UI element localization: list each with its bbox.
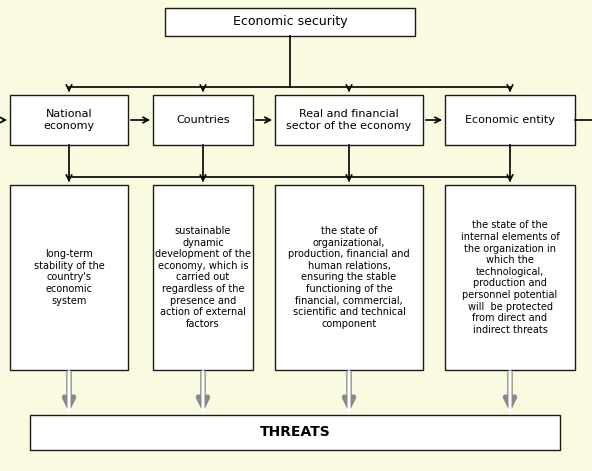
Bar — [153, 185, 253, 370]
Text: long-term
stability of the
country's
economic
system: long-term stability of the country's eco… — [34, 249, 104, 306]
Text: THREATS: THREATS — [260, 425, 330, 439]
Bar — [153, 95, 253, 145]
Bar — [165, 8, 415, 36]
Text: Countries: Countries — [176, 115, 230, 125]
Text: Economic entity: Economic entity — [465, 115, 555, 125]
Bar — [30, 415, 560, 450]
Bar — [445, 185, 575, 370]
Text: the state of the
internal elements of
the organization in
which the
technologica: the state of the internal elements of th… — [461, 220, 559, 335]
Bar — [445, 95, 575, 145]
Bar — [275, 95, 423, 145]
Bar — [10, 95, 128, 145]
Text: National
economy: National economy — [43, 109, 95, 131]
Bar — [275, 185, 423, 370]
Bar — [10, 185, 128, 370]
Text: the state of
organizational,
production, financial and
human relations,
ensuring: the state of organizational, production,… — [288, 226, 410, 329]
Text: sustainable
dynamic
development of the
economy, which is
carried out
regardless : sustainable dynamic development of the e… — [155, 226, 251, 329]
Text: Economic security: Economic security — [233, 16, 348, 29]
Text: Real and financial
sector of the economy: Real and financial sector of the economy — [287, 109, 411, 131]
